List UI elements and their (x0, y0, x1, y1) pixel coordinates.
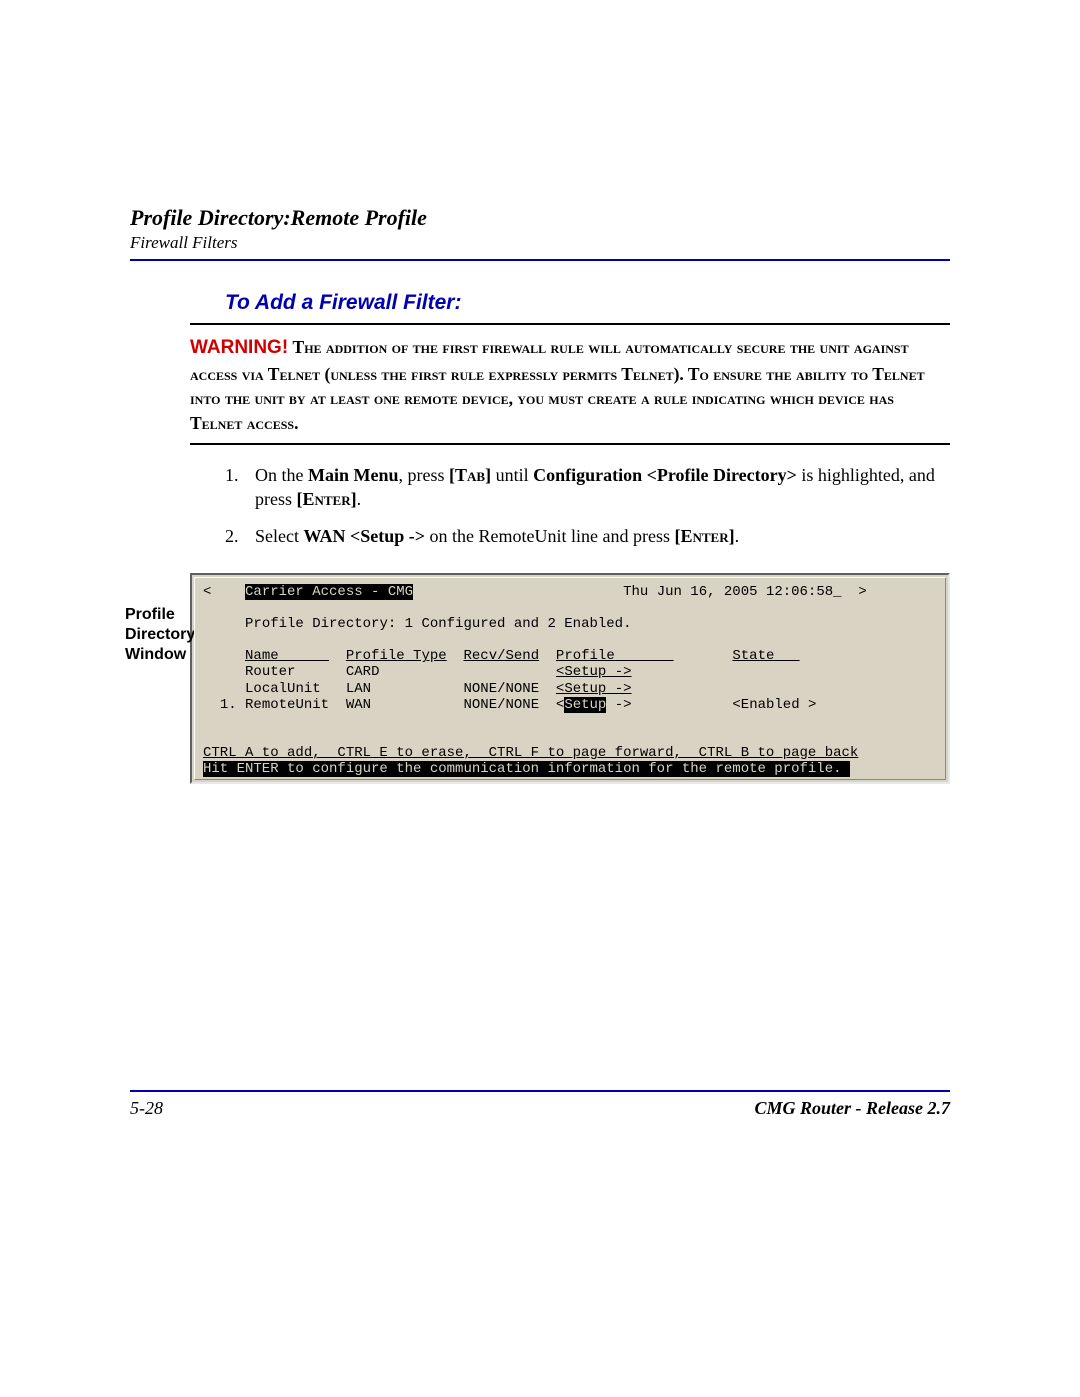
state-value: <Enabled > (732, 697, 816, 713)
col-state: State (732, 648, 799, 664)
page-content: Profile Directory:Remote Profile Firewal… (130, 205, 950, 784)
terminal-status: Profile Directory: 1 Configured and 2 En… (245, 616, 631, 632)
warning-block: WARNING! The addition of the first firew… (190, 335, 950, 435)
warning-text: The addition of the first firewall rule … (190, 337, 925, 433)
step-1: 1. On the Main Menu, press [Tab] until C… (225, 463, 945, 512)
section-rule-top (190, 323, 950, 325)
warning-label: WARNING! (190, 337, 288, 358)
col-ptype: Profile Type (346, 648, 447, 664)
header-rule (130, 259, 950, 261)
step-text: Select WAN <Setup -> on the RemoteUnit l… (255, 524, 945, 548)
col-profile: Profile (556, 648, 674, 664)
setup-link[interactable]: <Setup -> (556, 681, 632, 697)
terminal-help-keys: CTRL A to add, CTRL E to erase, CTRL F t… (203, 745, 858, 761)
product-name: CMG Router - Release 2.7 (755, 1098, 951, 1119)
step-text: On the Main Menu, press [Tab] until Conf… (255, 463, 945, 512)
terminal-title: Carrier Access - CMG (245, 584, 413, 600)
header-title: Profile Directory:Remote Profile (130, 205, 950, 231)
terminal-screen: < Carrier Access - CMG Thu Jun 16, 2005 … (194, 577, 946, 780)
page-footer: 5-28 CMG Router - Release 2.7 (130, 1090, 950, 1119)
section-title: To Add a Firewall Filter: (225, 291, 950, 315)
footer-rule (130, 1090, 950, 1092)
col-recv: Recv/Send (463, 648, 539, 664)
col-name: Name (245, 648, 329, 664)
step-number: 2. (225, 524, 255, 548)
header-subtitle: Firewall Filters (130, 233, 950, 253)
step-2: 2. Select WAN <Setup -> on the RemoteUni… (225, 524, 945, 548)
terminal-window: < Carrier Access - CMG Thu Jun 16, 2005 … (190, 573, 950, 784)
terminal-timestamp: Thu Jun 16, 2005 12:06:58_ (623, 584, 841, 600)
terminal-help-hint: Hit ENTER to configure the communication… (203, 761, 850, 777)
setup-link[interactable]: <Setup -> (556, 664, 632, 680)
page-number: 5-28 (130, 1098, 163, 1119)
setup-link-selected[interactable]: Setup (564, 697, 606, 713)
step-number: 1. (225, 463, 255, 512)
steps-list: 1. On the Main Menu, press [Tab] until C… (225, 463, 945, 548)
section-rule-bottom (190, 443, 950, 445)
